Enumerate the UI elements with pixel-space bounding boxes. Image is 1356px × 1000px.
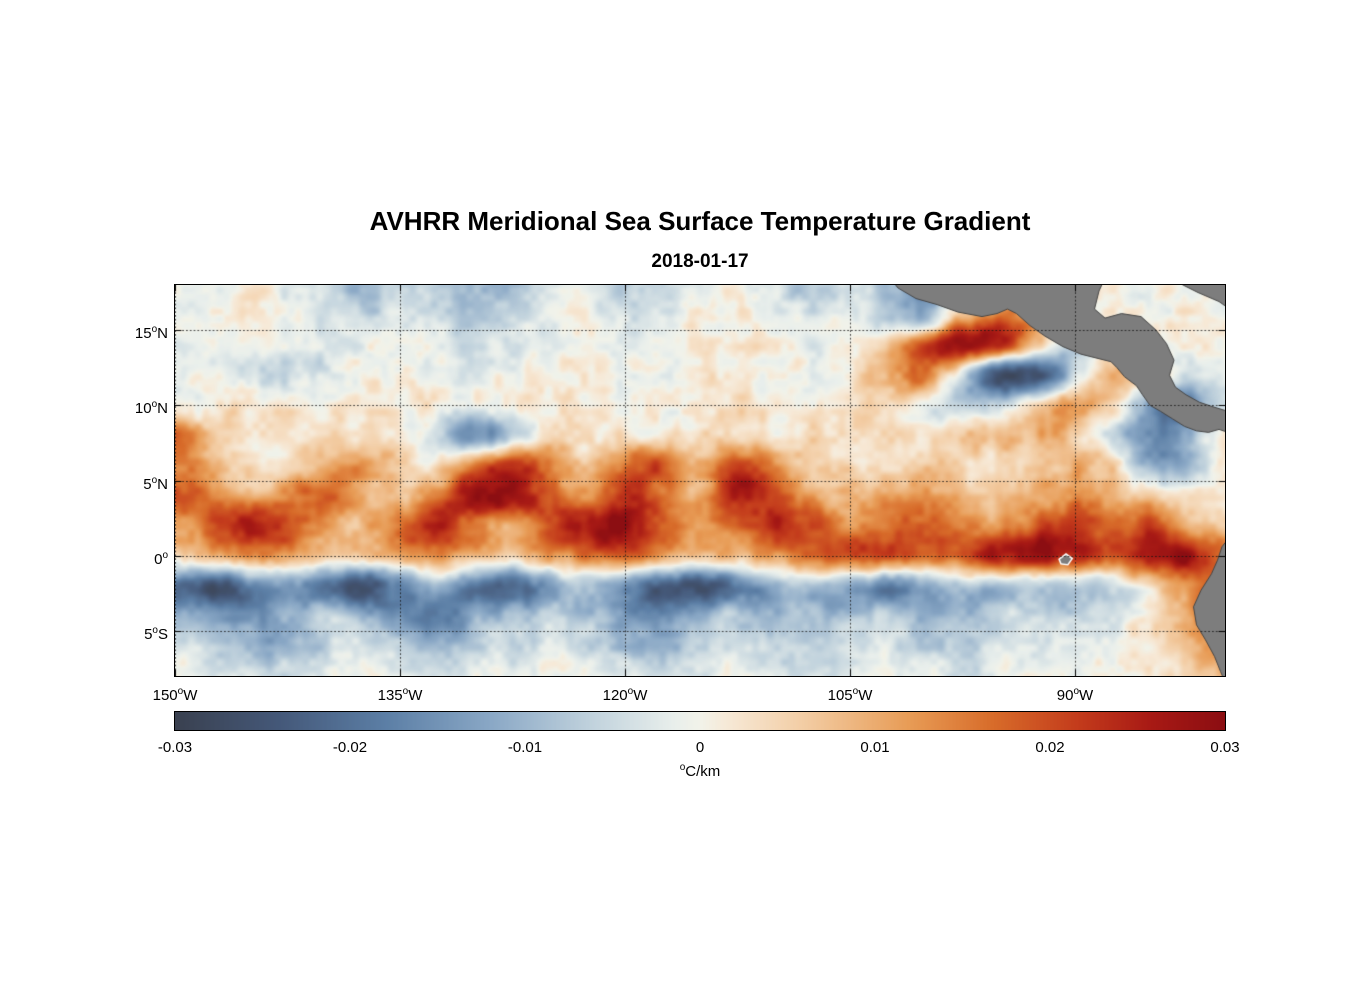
colorbar-tick-label-0.01: 0.01 xyxy=(860,739,890,756)
lon-tick-label-105W: 105oW xyxy=(827,686,873,704)
heatmap-canvas xyxy=(175,285,1225,676)
lat-tick-label-10N: 10oN xyxy=(134,399,168,418)
lat-tick-label-15N: 15oN xyxy=(134,324,168,343)
colorbar xyxy=(174,711,1226,731)
colorbar-tick-label--0.03: -0.03 xyxy=(157,739,193,756)
lon-tick-label-90W: 90oW xyxy=(1056,686,1094,704)
colorbar-tick-label-0.02: 0.02 xyxy=(1035,739,1065,756)
chart-date: 2018-01-17 xyxy=(651,251,749,272)
lat-tick-label-0deg: 0o xyxy=(154,549,168,568)
colorbar-tick-label--0.01: -0.01 xyxy=(507,739,543,756)
lon-tick-label-150W: 150oW xyxy=(152,686,198,704)
unit-text: C/km xyxy=(685,763,721,780)
lat-tick-label-5S: 5oS xyxy=(144,624,168,643)
colorbar-tick-label-0: 0 xyxy=(695,739,705,756)
lon-tick-label-120W: 120oW xyxy=(602,686,648,704)
chart-title: AVHRR Meridional Sea Surface Temperature… xyxy=(369,206,1031,236)
lon-tick-label-135W: 135oW xyxy=(377,686,423,704)
degree-mark: o xyxy=(679,762,686,773)
colorbar-tick-label--0.02: -0.02 xyxy=(332,739,368,756)
colorbar-tick-label-0.03: 0.03 xyxy=(1210,739,1240,756)
colorbar-canvas xyxy=(175,712,1225,730)
lat-tick-label-5N: 5oN xyxy=(143,474,168,493)
colorbar-unit-label: oC/km xyxy=(174,762,1226,780)
map-plot xyxy=(174,284,1226,677)
